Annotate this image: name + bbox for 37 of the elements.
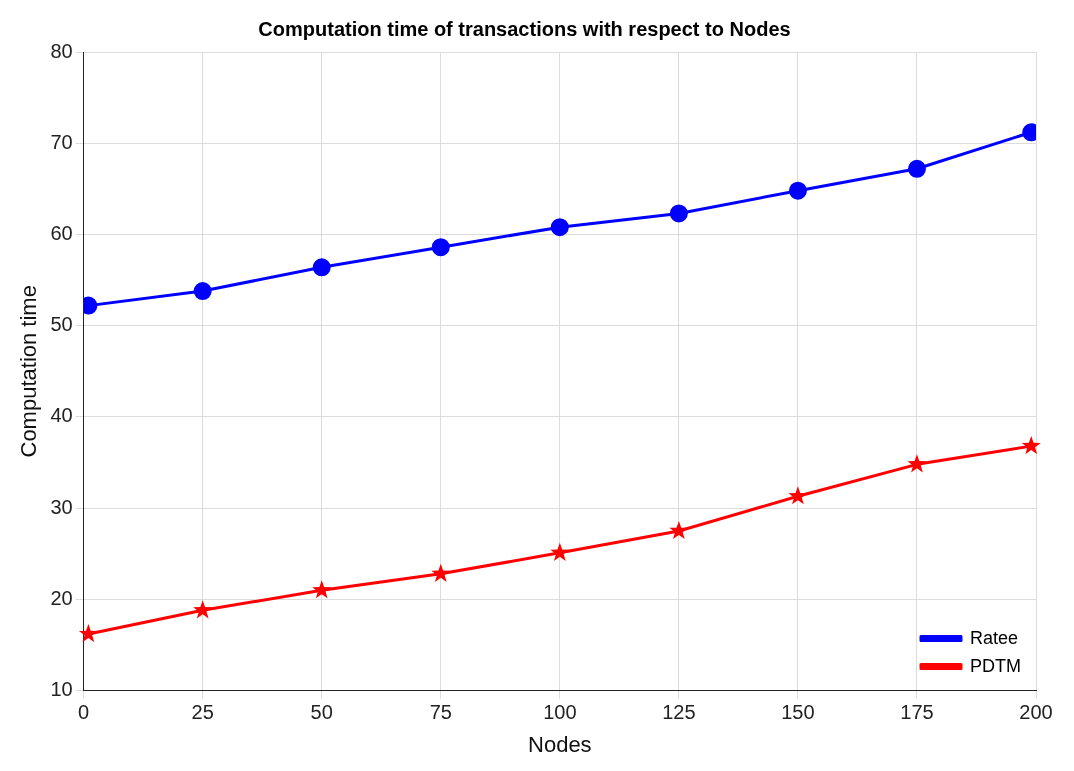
chart-title: Computation time of transactions with respect to Nodes — [258, 17, 791, 40]
y-tick-label: 20 — [50, 586, 73, 609]
point — [550, 542, 570, 561]
y-tick-label: 70 — [50, 130, 73, 153]
point — [431, 238, 450, 257]
point — [788, 181, 807, 200]
point — [431, 563, 451, 582]
x-tick-label: 125 — [662, 701, 696, 724]
x-tick-label: 100 — [543, 701, 577, 724]
x-tick-label: 0 — [78, 701, 90, 724]
point — [312, 580, 332, 599]
x-tick-label: 200 — [1019, 701, 1053, 724]
y-axis-title: Computation time — [16, 285, 42, 458]
y-tick-label: 60 — [50, 221, 73, 244]
x-tick-label: 175 — [900, 701, 934, 724]
point — [550, 218, 569, 237]
x-axis-title: Nodes — [528, 731, 592, 757]
legend-label: PDTM — [970, 655, 1022, 676]
y-tick-label: 30 — [50, 495, 73, 518]
point — [193, 282, 212, 301]
x-tick-label: 150 — [781, 701, 815, 724]
y-tick-label: 80 — [50, 39, 73, 62]
x-tick-label: 25 — [191, 701, 214, 724]
y-tick-label: 50 — [50, 313, 73, 336]
y-tick-label: 10 — [50, 678, 73, 701]
point — [312, 258, 331, 277]
point — [907, 454, 927, 473]
point — [193, 600, 213, 619]
x-tick-label: 75 — [429, 701, 452, 724]
point — [1021, 436, 1041, 455]
point — [78, 624, 98, 643]
legend-label: Ratee — [970, 627, 1019, 648]
y-tick-label: 40 — [50, 404, 73, 427]
point — [669, 520, 689, 540]
point — [907, 159, 926, 178]
x-tick-label: 50 — [310, 701, 333, 724]
point — [669, 204, 688, 223]
